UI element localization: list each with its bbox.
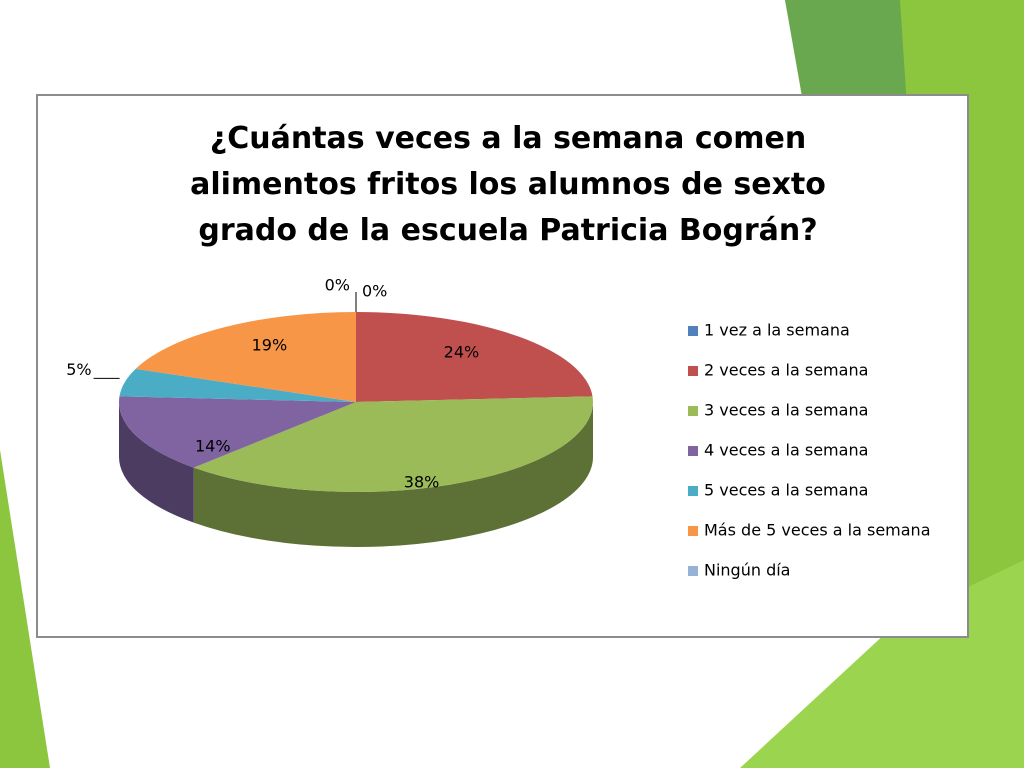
legend-swatch (688, 566, 698, 576)
legend-label: 1 vez a la semana (704, 321, 850, 340)
legend-label: Más de 5 veces a la semana (704, 521, 931, 540)
legend-swatch (688, 406, 698, 416)
pie-slice (193, 396, 593, 493)
pie-slice (118, 396, 356, 468)
legend-label: 2 veces a la semana (704, 361, 868, 380)
pie-slice (119, 368, 356, 402)
data-label: 0% (325, 276, 350, 295)
chart-title: ¿Cuántas veces a la semana comen aliment… (190, 121, 826, 248)
data-label: 19% (252, 336, 288, 355)
pie-slice (135, 312, 356, 402)
pie-slice (356, 312, 593, 402)
pie-slice-side (119, 402, 194, 523)
decor-shape (0, 450, 50, 768)
legend-label: 3 veces a la semana (704, 401, 868, 420)
data-label: 14% (195, 436, 231, 455)
legend-swatch (688, 446, 698, 456)
data-label: 5% (66, 360, 91, 379)
legend-label: Ningún día (704, 561, 790, 580)
chart-frame: 0% 24% 38% 14% 5% 19% 0% 1 vez a la semana 2 vec… (36, 94, 969, 638)
legend-swatch (688, 526, 698, 536)
data-label: 0% (362, 282, 387, 301)
legend-swatch (688, 366, 698, 376)
pie-slice-side (193, 402, 593, 547)
legend-label: 4 veces a la semana (704, 441, 868, 460)
data-label: 38% (404, 473, 440, 492)
chart: 0% 24% 38% 14% 5% 19% 0% 1 vez a la semana 2 vec… (66, 276, 931, 580)
legend-swatch (688, 326, 698, 336)
legend-label: 5 veces a la semana (704, 481, 868, 500)
data-label: 24% (444, 342, 480, 361)
legend-swatch (688, 486, 698, 496)
